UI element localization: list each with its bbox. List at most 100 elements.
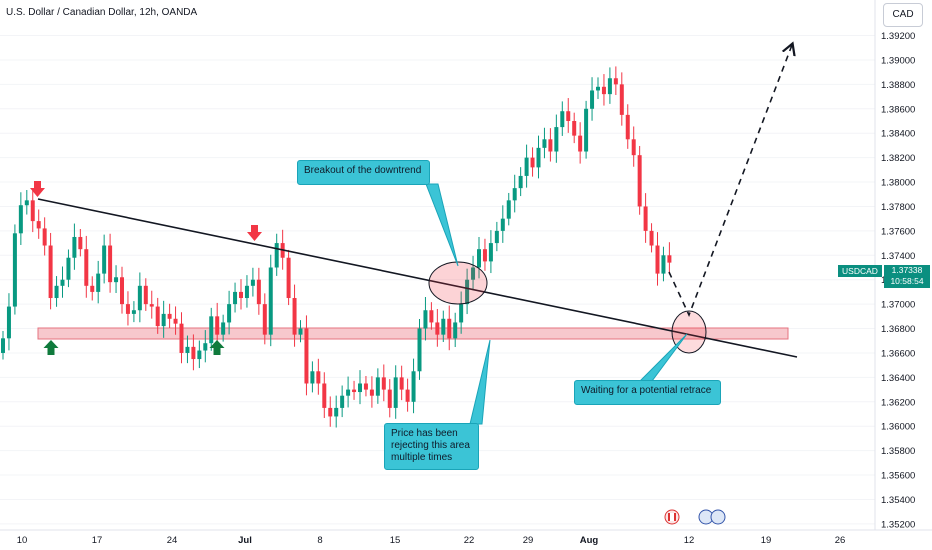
candle-body [42,228,47,246]
candle-body [530,157,535,168]
candle-body [72,236,77,258]
candle-body [346,389,351,396]
candle-body [239,291,243,299]
candle-body [48,245,53,299]
ca-flag-left-bar-icon [668,513,670,521]
candle-body [596,86,600,91]
candle-body [590,90,595,109]
retrace-callout[interactable]: Waiting for a potential retrace [574,380,721,405]
candle-body [566,111,571,121]
support-zone[interactable] [37,327,789,340]
candle-body [435,322,440,335]
candle-body [340,395,345,408]
candle-body [24,200,29,206]
price-axis[interactable]: 1.35200 1.35400 1.35600 1.35800 1.36000 1.362… [874,0,915,530]
candle-body [601,86,606,95]
price-tick-label: 1.36400 [881,373,915,384]
candle-body [96,273,101,292]
candle-body [465,279,470,305]
candle-body [286,257,291,299]
time-tick-label: Aug [580,535,599,546]
candle-body [637,155,642,207]
candle-body [548,139,553,152]
price-tick-label: 1.37800 [881,202,915,213]
candle-body [12,233,17,307]
candle-body [227,304,232,323]
time-tick-label: Jul [238,535,252,546]
candle-body [572,120,577,136]
candle-body [477,249,481,268]
candle-body [488,243,493,262]
candle-body [78,236,83,250]
time-tick-label: 26 [835,535,846,546]
price-tick-label: 1.36000 [881,422,915,433]
candle-body [36,221,41,229]
time-axis[interactable]: 10 17 24 Jul 8 15 22 29 Aug 12 19 26 [0,529,932,546]
candle-body [244,285,249,299]
candle-body [554,127,559,152]
candle-body [655,245,660,274]
candle-body [298,328,303,335]
candle-body [90,285,95,292]
time-tick-label: 8 [317,535,322,546]
price-tick-label: 1.37400 [881,251,915,262]
candle-body [358,383,362,393]
candle-body [233,291,238,305]
time-tick-label: 22 [464,535,475,546]
candle-body [578,135,583,152]
candle-body [411,371,416,402]
candle-body [500,218,505,231]
time-tick-label: 29 [523,535,534,546]
breakout-circle[interactable] [428,261,488,305]
projection-dashed-path[interactable] [668,45,792,318]
candle-body [625,114,630,140]
candle-body [661,255,666,274]
price-tick-label: 1.36600 [881,348,915,359]
candle-body [512,188,517,201]
candle-body [322,383,327,408]
candle-body [125,304,130,314]
candle-body [429,310,434,323]
event-icons[interactable] [664,509,726,525]
event-flag-us-2-icon[interactable] [710,509,726,525]
candle-body [221,322,226,335]
ca-flag-right-bar-icon [674,513,676,521]
breakout-callout[interactable]: Breakout of the downtrend [297,160,430,185]
downtrend-line[interactable] [37,198,798,358]
support-touch-arrow-2-icon [209,340,225,355]
time-tick-label: 15 [390,535,401,546]
candle-body [60,279,65,286]
candles [1,66,672,428]
last-price-tag: 1.37338 10:58:54 [884,265,930,288]
price-tick-label: 1.38800 [881,80,915,91]
candle-body [387,389,392,408]
candle-body [209,316,214,344]
candle-body [274,243,279,268]
candle-body [30,200,35,222]
rejecting-callout[interactable]: Price has been rejecting this area multi… [384,423,479,470]
candle-body [363,383,368,390]
candle-body [607,78,612,95]
candle-body [542,139,547,148]
price-tick-label: 1.38200 [881,153,915,164]
candle-body [667,255,672,263]
candle-body [423,310,428,329]
candle-body [375,377,380,396]
candle-body [84,249,89,286]
candle-body [215,316,220,335]
candle-body [482,249,487,262]
candle-body [352,389,357,393]
price-tick-label: 1.36800 [881,324,915,335]
candle-body [506,200,511,219]
candle-body [417,328,422,372]
currency-button[interactable]: CAD [883,3,923,27]
retrace-callout-pointer [638,333,688,382]
candle-body [310,371,315,384]
candle-body [447,318,452,339]
candle-body [631,139,636,156]
candle-body [155,306,160,327]
candle-body [114,277,119,283]
breakout-callout-pointer [425,183,459,267]
candle-body [203,343,208,351]
